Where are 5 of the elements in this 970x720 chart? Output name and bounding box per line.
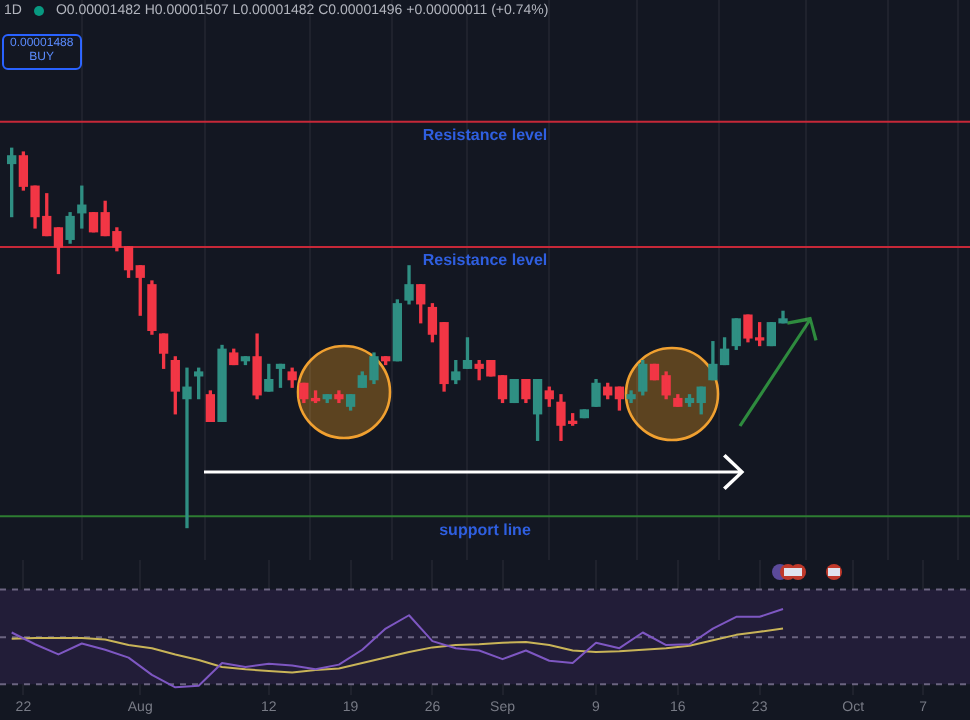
ref-line-label: Resistance level xyxy=(422,251,548,270)
ref-line-label: support line xyxy=(439,520,532,539)
ref-line-label: Resistance level xyxy=(422,126,548,145)
candlestick xyxy=(579,409,589,419)
candlestick xyxy=(509,378,519,404)
